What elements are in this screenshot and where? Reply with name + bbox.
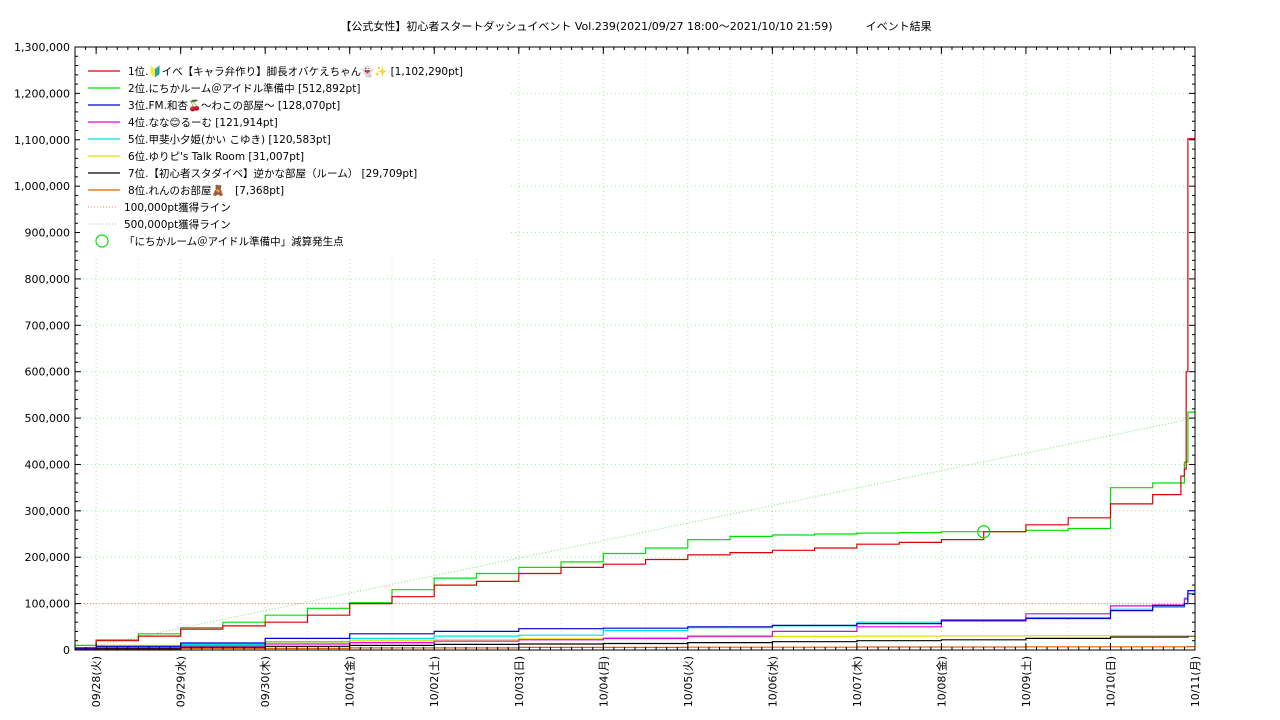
y-tick-label: 1,300,000 — [14, 41, 70, 54]
series-line-3 — [75, 590, 1195, 650]
y-tick-label: 1,100,000 — [14, 134, 70, 147]
legend: 1位.🔰イベ【キャラ弁作り】脚長オバケえちゃん👻✨ [1,102,290pt] 2… — [80, 58, 510, 258]
legend-entry-1: 1位.🔰イベ【キャラ弁作り】脚長オバケえちゃん👻✨ [1,102,290pt] — [128, 65, 463, 78]
series-line-1 — [75, 138, 1195, 649]
y-tick-label: 700,000 — [25, 319, 71, 332]
legend-entry-8: 8位.れんのお部屋🧸 [7,368pt] — [128, 184, 284, 197]
series-line-2 — [75, 411, 1195, 646]
y-tick-label: 0 — [63, 644, 70, 657]
x-tick-label: 10/11(月) — [1189, 656, 1202, 707]
legend-entry-2: 2位.にちかルーム＠アイドル準備中 [512,892pt] — [128, 82, 360, 95]
legend-box — [80, 58, 510, 258]
chart-title: 【公式女性】初心者スタートダッシュイベント Vol.239(2021/09/27… — [340, 19, 931, 33]
y-axis: 0 100,000 200,000 300,000 400,000 500,000 600,… — [14, 41, 1195, 657]
legend-entry-6: 6位.ゆりピ's Talk Room [31,007pt] — [128, 150, 304, 163]
y-tick-label: 1,000,000 — [14, 180, 70, 193]
y-tick-label: 300,000 — [25, 505, 71, 518]
x-tick-label: 10/07(木) — [851, 656, 864, 707]
y-tick-label: 100,000 — [25, 598, 71, 611]
x-tick-label: 09/28(火) — [90, 656, 103, 707]
y-tick-label: 800,000 — [25, 273, 71, 286]
y-tick-label: 900,000 — [25, 227, 71, 240]
legend-entry-ref-1: 100,000pt獲得ライン — [124, 201, 231, 214]
legend-entry-5: 5位.甲斐小夕姫(かい こゆき) [120,583pt] — [128, 133, 331, 146]
decrease-marker — [977, 525, 991, 539]
x-tick-label: 09/29(水) — [175, 656, 188, 707]
y-tick-label: 200,000 — [25, 551, 71, 564]
x-tick-label: 10/10(日) — [1104, 656, 1117, 707]
x-tick-label: 10/04(月) — [597, 656, 610, 707]
legend-entry-7: 7位.【初心者スタダイベ】逆かな部屋（ルーム） [29,709pt] — [128, 167, 417, 180]
y-tick-label: 600,000 — [25, 366, 71, 379]
x-tick-label: 09/30(木) — [259, 656, 272, 707]
x-tick-label: 10/03(日) — [513, 656, 526, 707]
x-tick-label: 10/09(土) — [1020, 656, 1033, 707]
x-tick-label: 10/06(水) — [766, 656, 779, 707]
legend-entry-4: 4位.なな😊るーむ [121,914pt] — [128, 116, 278, 129]
y-tick-label: 500,000 — [25, 412, 71, 425]
x-tick-label: 10/01(金) — [343, 656, 357, 707]
y-tick-label: 400,000 — [25, 458, 71, 471]
legend-entry-marker: 「にちかルーム＠アイドル準備中」減算発生点 — [124, 235, 344, 248]
x-axis: 09/28(火) 09/29(水) 09/30(木) 10/01(金) 10/02(土)… — [74, 47, 1202, 707]
x-tick-label: 10/05(火) — [682, 656, 695, 707]
x-tick-label: 10/02(土) — [428, 656, 441, 707]
series-line-7 — [75, 635, 1195, 651]
legend-entry-ref-2: 500,000pt獲得ライン — [124, 218, 231, 231]
markers — [977, 525, 991, 539]
x-tick-label: 10/08(金) — [934, 656, 948, 707]
reference-lines — [74, 417, 1196, 651]
legend-swatch-marker — [95, 234, 109, 248]
y-tick-label: 1,200,000 — [14, 87, 70, 100]
legend-entry-3: 3位.FM.和杏🍒〜わこの部屋〜 [128,070pt] — [128, 99, 340, 112]
